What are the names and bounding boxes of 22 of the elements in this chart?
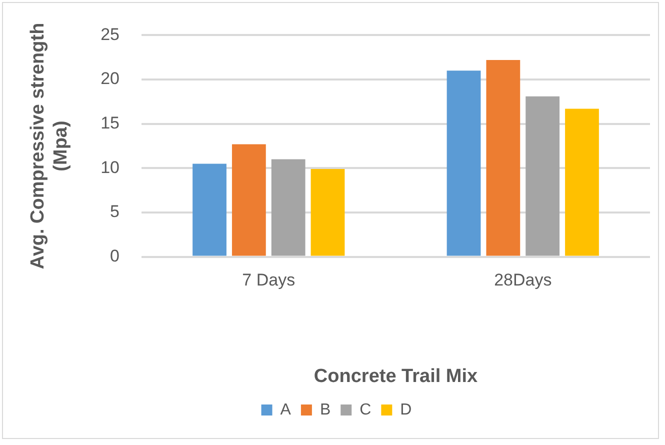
- legend-label: C: [360, 401, 372, 418]
- y-tick-label: 5: [110, 202, 120, 222]
- bar: [565, 108, 599, 256]
- legend-label: B: [320, 401, 331, 418]
- legend-label: A: [280, 401, 292, 418]
- bar: [310, 169, 345, 256]
- bar: [232, 144, 266, 256]
- bar: [526, 96, 560, 256]
- bar: [271, 159, 306, 256]
- bar: [446, 70, 481, 256]
- y-tick-label: 25: [100, 24, 120, 44]
- x-tick-label: 7 Days: [242, 270, 296, 290]
- bar: [486, 60, 520, 256]
- bar: [192, 164, 226, 256]
- x-tick-label: 28Days: [494, 270, 552, 290]
- x-axis-title: Concrete Trail Mix: [314, 366, 478, 387]
- y-tick-label: 0: [110, 246, 120, 266]
- y-tick-label: 10: [100, 158, 120, 177]
- y-axis-title: Avg. Compressive strength (Mpa): [28, 22, 72, 270]
- legend-label: D: [400, 401, 412, 418]
- y-tick-label: 20: [100, 69, 120, 88]
- y-tick-label: 15: [100, 114, 120, 133]
